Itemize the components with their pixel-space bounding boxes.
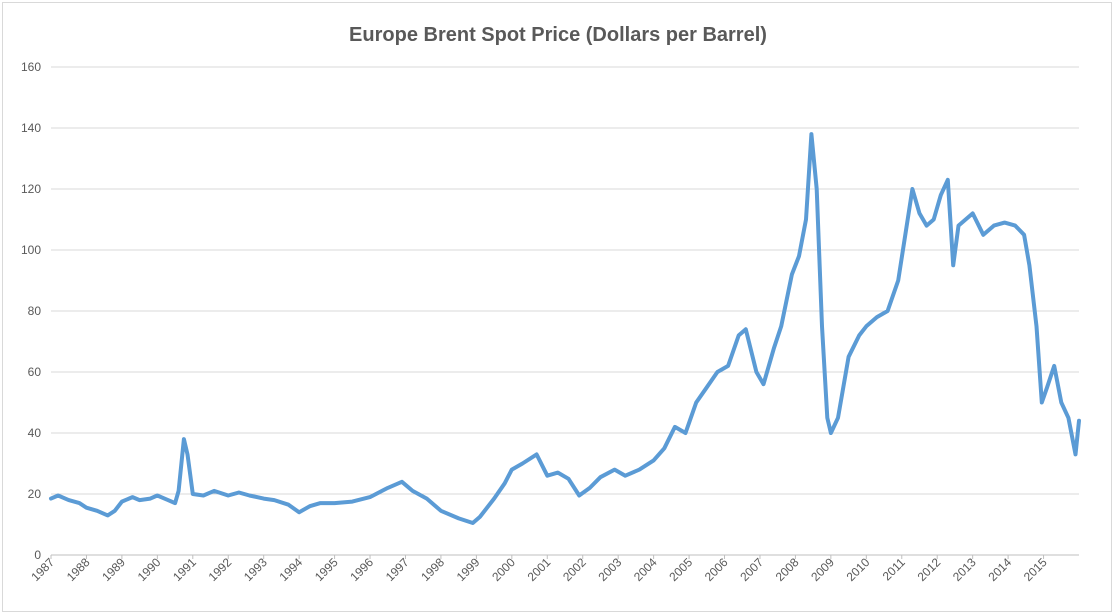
x-tick-label: 1997 [383,555,412,584]
x-tick-label: 2003 [596,555,625,584]
x-tick-label: 2015 [1021,555,1050,584]
series-layer [49,132,1081,525]
x-tick-label: 2014 [985,555,1014,584]
x-tick-label: 2006 [702,555,731,584]
y-tick-label: 0 [34,548,41,562]
x-tick-label: 1990 [135,555,164,584]
x-axis-ticks: 1987 1988 1989 1990 1991 1992 1993 1994 1995 1996… [28,555,1050,584]
x-tick-label: 2000 [489,555,518,584]
x-tick-label: 2013 [950,555,979,584]
x-tick-label: 1995 [312,555,341,584]
x-tick-label: 1996 [347,555,376,584]
x-tick-label: 2011 [880,555,908,583]
y-tick-label: 140 [21,121,41,135]
y-tick-label: 80 [28,304,42,318]
x-tick-label: 1999 [454,555,483,584]
series-line-0 [49,132,1081,525]
x-tick-label: 2010 [844,555,873,584]
x-tick-label: 1992 [206,555,235,584]
x-tick-label: 1993 [241,555,270,584]
chart-title: Europe Brent Spot Price (Dollars per Bar… [349,24,767,46]
x-tick-label: 2001 [525,555,554,584]
y-tick-label: 120 [21,182,41,196]
x-tick-label: 2007 [737,555,766,584]
x-tick-label: 1988 [64,555,93,584]
y-tick-label: 100 [21,243,41,257]
x-tick-label: 2012 [915,555,944,584]
x-tick-label: 2008 [773,555,802,584]
y-tick-label: 20 [28,487,42,501]
x-tick-label: 1994 [276,555,305,584]
x-tick-label: 1998 [418,555,447,584]
chart-svg: Europe Brent Spot Price (Dollars per Bar… [21,24,1081,584]
y-tick-label: 40 [28,426,42,440]
gridlines [51,66,1079,495]
x-tick-label: 1991 [170,555,199,584]
y-tick-label: 160 [21,60,41,74]
x-tick-label: 1987 [28,555,57,584]
x-tick-label: 2009 [808,555,837,584]
x-tick-label: 1989 [99,555,128,584]
x-tick-label: 2002 [560,555,589,584]
y-axis-ticks: 0 20 40 60 80 100 120 140 160 [21,60,41,562]
x-tick-label: 2004 [631,555,660,584]
x-tick-label: 2005 [666,555,695,584]
y-tick-label: 60 [28,365,42,379]
